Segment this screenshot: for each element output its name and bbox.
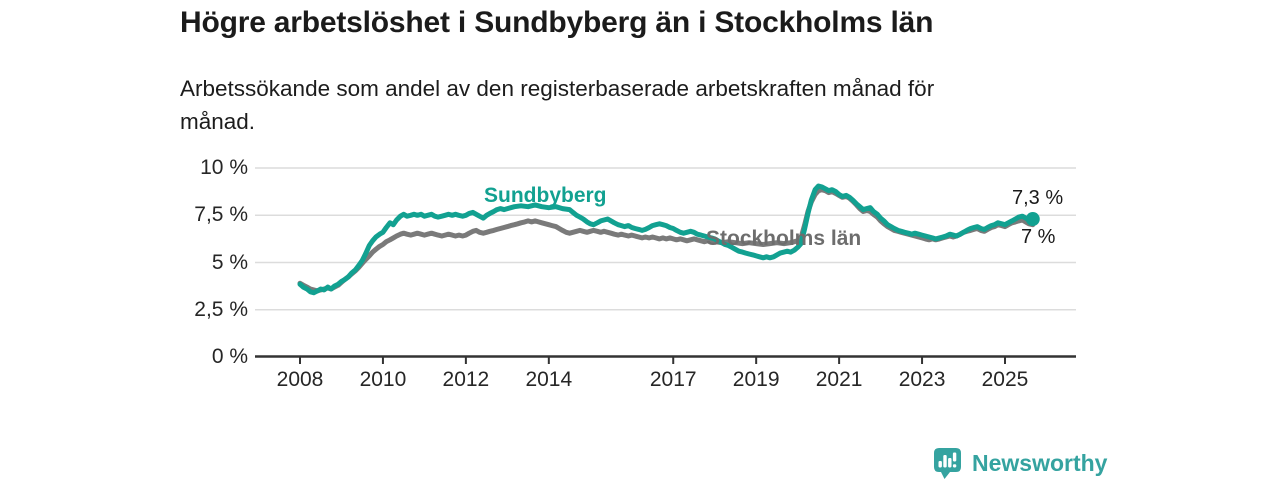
newsworthy-logo-icon: [934, 448, 961, 479]
series-label-stockholms-lan: Stockholms län: [706, 227, 862, 250]
y-axis-label: 2,5 %: [194, 297, 248, 321]
y-axis-label: 10 %: [200, 156, 248, 179]
page-title: Högre arbetslöshet i Sundbyberg än i Sto…: [180, 6, 934, 39]
end-value-label-stockholms-lan: 7 %: [1021, 226, 1056, 248]
x-axis-label: 2008: [276, 368, 324, 391]
sundbyberg-line: [297, 183, 1036, 296]
brand-name: Newsworthy: [972, 449, 1108, 476]
x-axis-label: 2017: [649, 368, 697, 391]
x-axis-label: 2014: [525, 368, 573, 391]
y-axis-label: 7,5 %: [194, 203, 248, 227]
x-axis-label: 2010: [359, 368, 407, 391]
x-axis-label: 2012: [442, 368, 490, 391]
series-end-dot: [1025, 212, 1040, 227]
y-axis-label: 0 %: [211, 345, 248, 368]
end-value-label-sundbyberg: 7,3 %: [1012, 187, 1064, 209]
brand-footer: Newsworthy: [932, 446, 1232, 480]
x-axis-label: 2021: [815, 368, 863, 391]
stockholms-l-n-line: [297, 187, 1036, 294]
x-axis-label: 2023: [898, 368, 946, 391]
x-axis-label: 2025: [981, 368, 1029, 391]
x-axis-label: 2019: [732, 368, 780, 391]
series-label-sundbyberg: Sundbyberg: [484, 184, 607, 207]
y-axis-label: 5 %: [211, 250, 248, 274]
chart-subtitle: Arbetssökande som andel av den registerb…: [180, 76, 935, 134]
